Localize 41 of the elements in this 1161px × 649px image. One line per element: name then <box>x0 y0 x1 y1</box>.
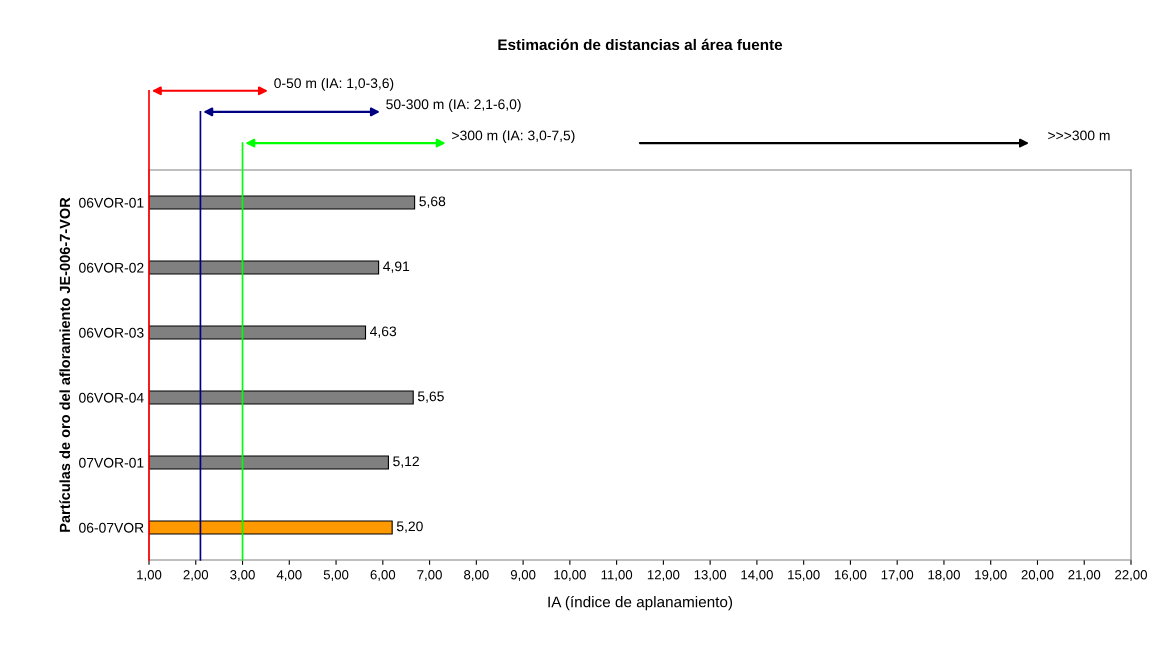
x-tick-label: 19,00 <box>975 570 1007 581</box>
ref-line-label: 0-50 m (IA: 1,0-3,6) <box>274 77 394 91</box>
x-tick-label: 16,00 <box>834 570 867 581</box>
data-label: 5,65 <box>417 391 444 403</box>
x-tick-label: 2,00 <box>183 570 209 581</box>
x-tick-label: 5,00 <box>323 570 349 581</box>
x-tick-label: 13,00 <box>694 570 727 581</box>
x-tick-label: 9,00 <box>510 570 536 581</box>
x-tick-label: 4,00 <box>276 570 302 581</box>
data-label: 5,12 <box>393 456 419 468</box>
x-tick-label: 8,00 <box>464 570 489 581</box>
x-tick-label: 12,00 <box>647 570 680 581</box>
x-tick-label: 14,00 <box>741 570 773 581</box>
y-tick-label: 06VOR-02 <box>79 262 144 273</box>
data-label: 5,68 <box>419 196 446 208</box>
y-tick-label: 06-07VOR <box>79 522 144 533</box>
ref-line-label: >300 m (IA: 3,0-7,5) <box>452 130 575 144</box>
x-tick-label: 18,00 <box>928 570 960 581</box>
x-tick-label: 11,00 <box>601 570 633 581</box>
text: >>>300 m <box>1048 130 1110 141</box>
chart-title: Estimación de distancias al área fuente <box>498 38 783 51</box>
y-axis-title: Partículas de oro del afloramiento JE-006-7-VOR <box>59 197 71 532</box>
x-tick-label: 7,00 <box>417 570 442 581</box>
ref-line-label: 50-300 m (IA: 2,1-6,0) <box>386 98 521 112</box>
x-tick-label: 17,00 <box>881 570 914 581</box>
data-label: 5,20 <box>396 521 423 533</box>
x-tick-label: 6,00 <box>370 570 396 581</box>
x-tick-label: 15,00 <box>788 570 820 581</box>
x-tick-label: 1,00 <box>137 570 162 581</box>
x-axis-title: IA (índice de aplanamiento) <box>548 595 733 611</box>
x-tick-label: 3,00 <box>230 570 255 581</box>
x-tick-label: 10,00 <box>554 570 586 581</box>
x-tick-label: 21,00 <box>1068 570 1101 581</box>
y-tick-label: 06VOR-03 <box>79 327 144 338</box>
y-tick-label: 07VOR-01 <box>79 457 144 468</box>
y-tick-label: 06VOR-04 <box>79 392 144 403</box>
data-label: 4,63 <box>369 326 397 338</box>
x-tick-label: 22,00 <box>1115 570 1147 581</box>
y-tick-label: 06VOR-01 <box>79 197 144 208</box>
data-label: 4,91 <box>383 261 410 273</box>
x-tick-label: 20,00 <box>1021 570 1054 581</box>
